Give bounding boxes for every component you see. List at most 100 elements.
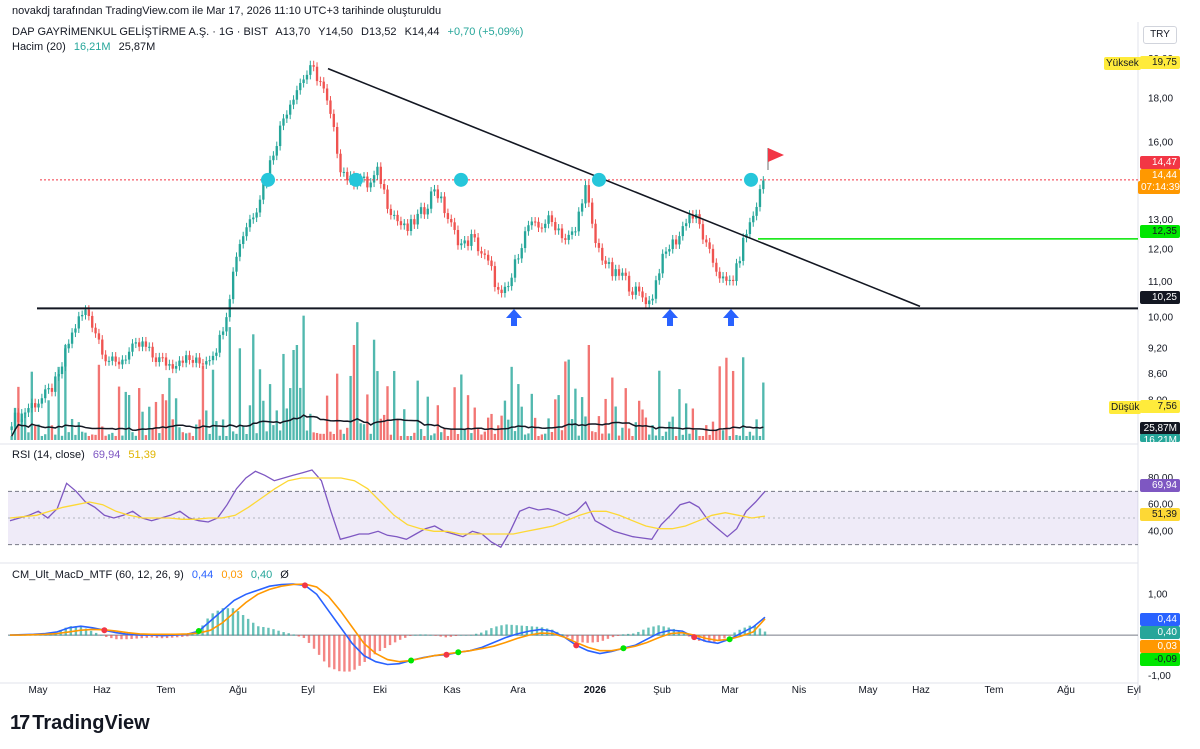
volume-bar — [138, 388, 141, 440]
candle-body — [604, 260, 607, 264]
macd-legend[interactable]: CM_Ult_MacD_MTF (60, 12, 26, 9) 0,44 0,0… — [12, 569, 294, 581]
volume-bar — [544, 433, 547, 440]
candle-body — [322, 81, 325, 89]
volume-bar — [497, 425, 500, 440]
macd-histogram-bar — [657, 625, 660, 636]
candle-body — [463, 240, 466, 244]
volume-bar — [520, 406, 523, 440]
macd-histogram-bar — [687, 635, 691, 637]
volume-bar — [668, 421, 671, 440]
volume-legend[interactable]: Hacim (20) 16,21M 25,87M — [12, 41, 160, 53]
volume-bar — [684, 403, 688, 440]
attribution-text: novakdj tarafından TradingView.com ile M… — [12, 5, 442, 17]
volume-bar — [74, 434, 77, 440]
macd-histogram-bar — [277, 630, 280, 636]
candle-body — [272, 155, 275, 161]
candle-body — [550, 215, 554, 222]
symbol-name[interactable]: DAP GAYRİMENKUL GELİŞTİRME A.Ş. · 1G · B… — [12, 26, 268, 38]
volume-bar — [617, 435, 621, 440]
rsi-label[interactable]: RSI (14, close) — [12, 449, 85, 461]
volume-bar — [500, 415, 503, 440]
volume-bar — [658, 370, 661, 440]
rsi-legend[interactable]: RSI (14, close) 69,94 51,39 — [12, 449, 161, 461]
volume-bar — [57, 366, 60, 440]
candle-body — [305, 74, 309, 80]
volume-bar — [228, 327, 231, 440]
macd-histogram-bar — [317, 635, 321, 655]
macd-histogram-bar — [495, 626, 498, 636]
low-label-tag: Düşük — [1109, 401, 1142, 414]
macd-histogram-bar — [738, 629, 741, 636]
open-value: A13,70 — [275, 26, 311, 38]
macd-histogram-bar — [444, 635, 447, 638]
volume-bar — [436, 405, 440, 440]
touch-marker — [349, 172, 363, 187]
macd-histogram-bar — [383, 635, 387, 648]
volume-label[interactable]: Hacim (20) — [12, 41, 66, 53]
macd-histogram-bar — [515, 625, 518, 636]
symbol-legend[interactable]: DAP GAYRİMENKUL GELİŞTİRME A.Ş. · 1G · B… — [12, 26, 528, 38]
high-value-tag: 19,75 — [1140, 56, 1180, 69]
candle-body — [262, 183, 265, 200]
candle-body — [362, 176, 366, 178]
candle-body — [379, 166, 382, 184]
countdown-tag: 07:14:39 — [1138, 181, 1180, 194]
volume-bar — [456, 434, 460, 440]
macd-histogram-bar — [474, 633, 478, 636]
macd-histogram-bar — [606, 635, 610, 639]
macd-histogram-bar — [500, 625, 503, 636]
tradingview-branding[interactable]: 17 TradingView — [10, 712, 150, 735]
macd-histogram-bar — [155, 635, 159, 638]
volume-bar — [584, 416, 587, 440]
volume-bar — [27, 432, 30, 440]
currency-badge[interactable]: TRY — [1143, 26, 1177, 44]
macd-histogram-bar — [231, 608, 235, 636]
volume-bar — [302, 315, 305, 440]
volume-bar — [171, 419, 174, 440]
candle-body — [87, 309, 91, 316]
candle-body — [319, 81, 322, 83]
candle-body — [591, 202, 594, 224]
candle-body — [611, 262, 614, 277]
macd-cross-dot — [455, 649, 462, 656]
rsi-ma-value: 51,39 — [128, 449, 156, 461]
candle-body — [705, 239, 708, 243]
macd-histogram-bar — [338, 635, 341, 672]
candle-body — [554, 221, 557, 231]
macd-histogram-bar — [586, 635, 589, 643]
volume-bar — [188, 432, 191, 440]
time-axis-label: Nis — [792, 685, 806, 696]
candle-body — [678, 236, 681, 245]
candle-body — [537, 221, 540, 228]
candle-body — [409, 219, 413, 232]
macd-histogram-bar — [348, 635, 351, 672]
volume-bar — [570, 419, 574, 440]
candle-body — [382, 183, 386, 190]
macd-histogram-bar — [621, 634, 625, 636]
volume-bar — [70, 418, 74, 440]
macd-value-3: 0,40 — [250, 569, 273, 581]
candle-body — [631, 291, 634, 295]
macd-histogram-bar — [505, 624, 508, 636]
candle-body — [493, 266, 497, 288]
volume-bar — [322, 433, 325, 440]
volume-bar — [705, 425, 708, 440]
volume-bar — [40, 435, 44, 440]
volume-bar — [218, 435, 221, 440]
volume-value-1: 16,21M — [73, 41, 111, 53]
candle-body — [309, 65, 312, 75]
macd-histogram-bar — [333, 635, 336, 670]
candle-body — [574, 231, 577, 233]
candle-body — [312, 65, 315, 67]
volume-ma-line — [11, 414, 764, 437]
volume-bar — [265, 431, 268, 440]
tradingview-logo-icon: 17 — [10, 712, 30, 734]
candle-body — [44, 389, 47, 399]
time-axis-label: Eyl — [301, 685, 315, 696]
candle-body — [70, 332, 74, 344]
candle-body — [396, 214, 399, 222]
macd-histogram-bar — [535, 626, 539, 636]
macd-label[interactable]: CM_Ult_MacD_MTF (60, 12, 26, 9) — [12, 569, 184, 581]
time-axis-label: Kas — [443, 685, 460, 696]
